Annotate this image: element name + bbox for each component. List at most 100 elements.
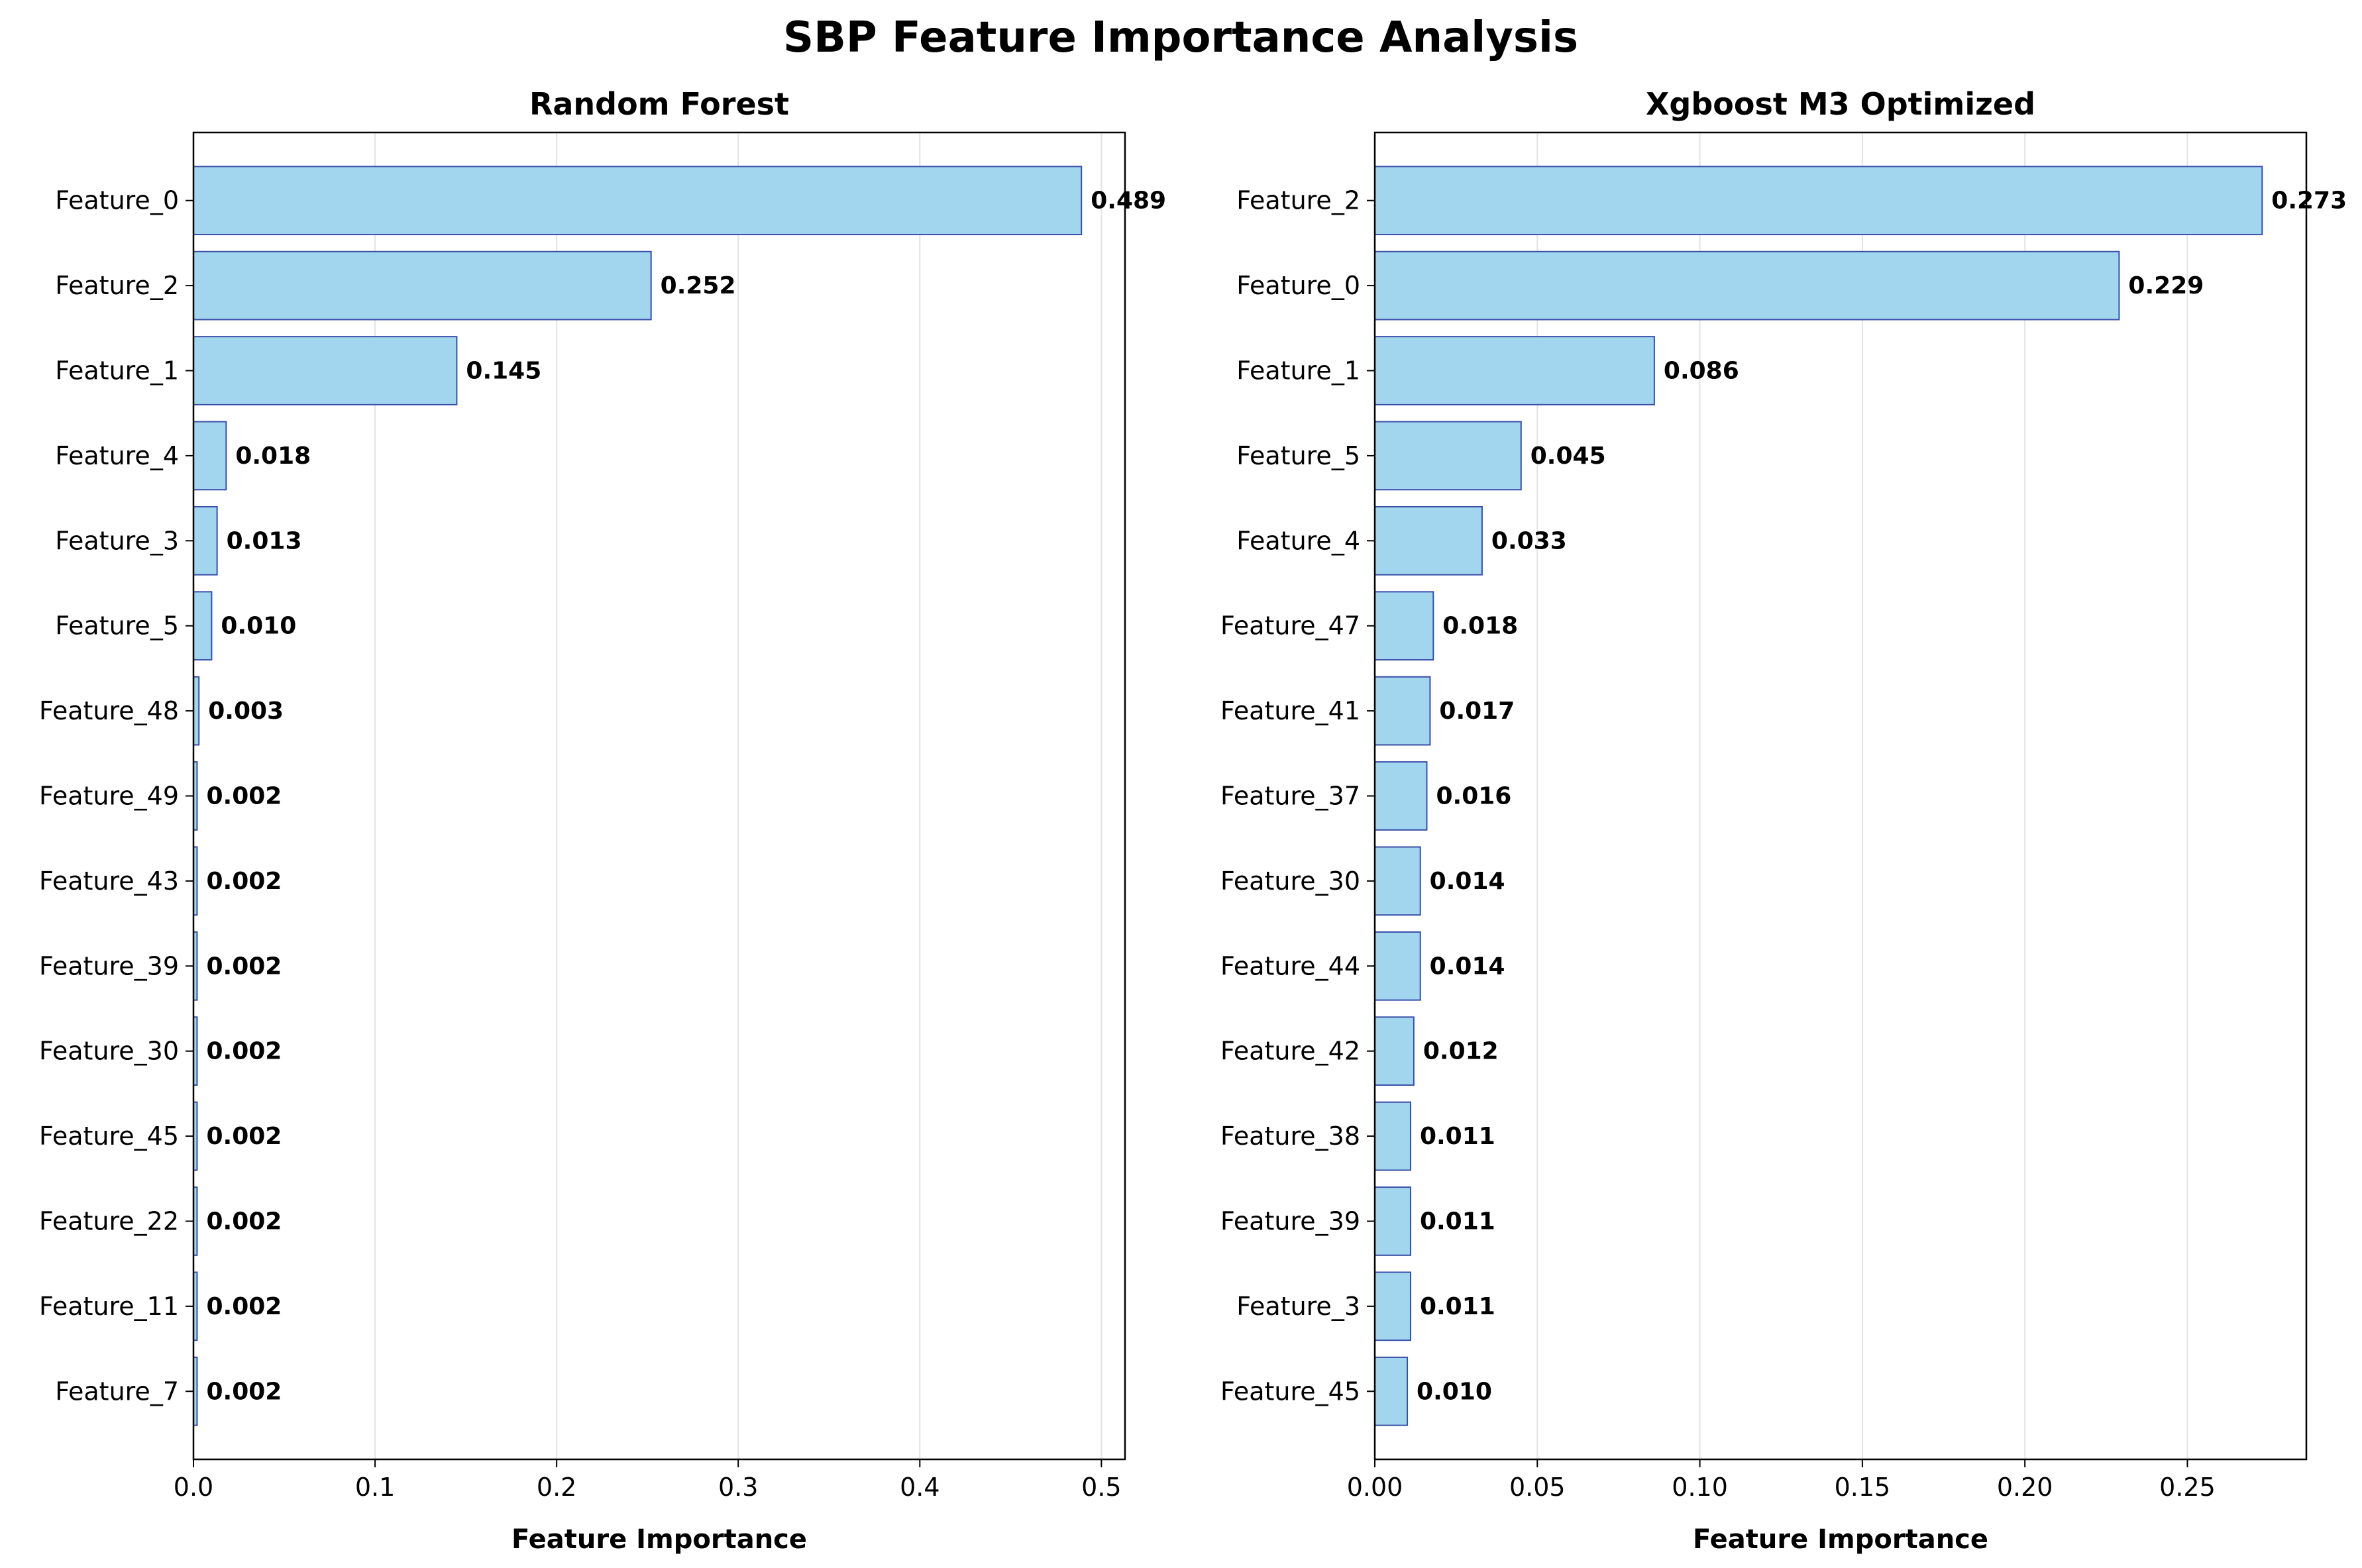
y-tick-label-feature-3: Feature_3 [1236,1292,1360,1321]
x-tick-label: 0.3 [718,1473,758,1502]
bar-feature-44 [1374,931,1421,1001]
value-label-feature-3: 0.013 [227,527,302,554]
value-label-feature-45: 0.010 [1417,1378,1492,1405]
y-tick-label-feature-39: Feature_39 [1220,1206,1360,1235]
y-tick-label-feature-49: Feature_49 [39,782,179,811]
y-tick-label-feature-1: Feature_1 [55,356,179,386]
value-label-feature-30: 0.002 [206,1038,282,1065]
axes-title: Xgboost M3 Optimized [1646,86,2035,122]
bar-feature-37 [1374,761,1428,831]
bar-feature-4 [193,421,227,491]
panel-xgboost-m3-optimized: 0.00 0.05 0.10 0.15 0.20 0.25 Feature_2 0.273 Fe… [1220,86,2347,1555]
value-label-feature-1: 0.086 [1664,358,1739,385]
value-label-feature-11: 0.002 [206,1293,282,1320]
y-tick-label-feature-45: Feature_45 [39,1122,179,1151]
bar-feature-1 [1374,336,1655,405]
bar-feature-3 [193,505,218,576]
bar-feature-1 [193,336,458,405]
bar-feature-45 [1374,1356,1409,1426]
y-tick-label-feature-5: Feature_5 [1236,441,1360,470]
value-label-feature-2: 0.273 [2271,187,2347,215]
x-tick-label: 0.00 [1347,1473,1403,1502]
value-label-feature-7: 0.002 [206,1378,282,1405]
y-tick-label-feature-38: Feature_38 [1220,1122,1360,1151]
bar-feature-0 [193,166,1083,236]
value-label-feature-42: 0.012 [1423,1038,1499,1065]
y-tick-label-feature-48: Feature_48 [39,696,179,725]
y-tick-label-feature-47: Feature_47 [1220,611,1360,641]
panel-random-forest: 0.0 0.1 0.2 0.3 0.4 0.5 Feature_0 0.489 Feature_… [39,86,1166,1555]
y-tick-label-feature-44: Feature_44 [1220,951,1360,980]
bar-feature-0 [1374,250,2120,321]
y-tick-label-feature-4: Feature_4 [55,441,179,470]
value-label-feature-4: 0.033 [1491,527,1567,554]
bar-feature-2 [1374,166,2263,236]
value-label-feature-0: 0.489 [1091,187,1166,215]
x-axis-label: Feature Importance [1693,1524,1988,1555]
x-tick-label: 0.25 [2159,1473,2216,1502]
y-tick-label-feature-1: Feature_1 [1236,356,1360,386]
y-tick-label-feature-41: Feature_41 [1220,696,1360,725]
y-tick-label-feature-3: Feature_3 [55,526,179,555]
value-label-feature-5: 0.010 [221,613,296,640]
value-label-feature-45: 0.002 [206,1123,282,1150]
bar-feature-47 [1374,591,1434,661]
bar-feature-39 [1374,1186,1411,1256]
y-tick-label-feature-30: Feature_30 [1220,866,1360,896]
y-tick-label-feature-43: Feature_43 [39,866,179,896]
axes-title: Random Forest [529,86,789,122]
y-tick-label-feature-5: Feature_5 [55,611,179,641]
value-label-feature-41: 0.017 [1439,698,1515,725]
value-label-feature-1: 0.145 [466,358,541,385]
value-label-feature-38: 0.011 [1420,1123,1495,1150]
bar-feature-38 [1374,1101,1411,1171]
y-tick-label-feature-0: Feature_0 [55,186,179,215]
bar-feature-30 [1374,846,1421,916]
value-label-feature-30: 0.014 [1430,868,1505,895]
y-tick-label-feature-30: Feature_30 [39,1037,179,1066]
bar-feature-42 [1374,1016,1415,1086]
y-tick-label-feature-4: Feature_4 [1236,526,1360,555]
x-tick-label: 0.0 [174,1473,213,1502]
y-tick-label-feature-2: Feature_2 [1236,186,1360,215]
axes-frame [192,131,1126,1461]
figure-title: SBP Feature Importance Analysis [783,13,1578,62]
x-tick-label: 0.20 [1997,1473,2053,1502]
value-label-feature-49: 0.002 [206,783,282,810]
value-label-feature-44: 0.014 [1430,953,1505,980]
bar-feature-41 [1374,676,1431,746]
x-tick-label: 0.5 [1081,1473,1121,1502]
value-label-feature-2: 0.252 [661,272,736,299]
bar-feature-3 [1374,1271,1411,1341]
y-tick-label-feature-22: Feature_22 [39,1206,179,1235]
value-label-feature-39: 0.002 [206,953,282,980]
value-label-feature-37: 0.016 [1436,783,1511,810]
value-label-feature-5: 0.045 [1530,443,1606,470]
y-tick-label-feature-39: Feature_39 [39,951,179,980]
x-tick-label: 0.2 [537,1473,576,1502]
bar-feature-2 [193,250,652,321]
y-tick-label-feature-7: Feature_7 [55,1377,179,1406]
value-label-feature-3: 0.011 [1420,1293,1495,1320]
x-tick-label: 0.15 [1835,1473,1891,1502]
x-tick-label: 0.05 [1509,1473,1566,1502]
y-tick-label-feature-2: Feature_2 [55,271,179,300]
bar-feature-5 [193,591,213,661]
y-tick-label-feature-37: Feature_37 [1220,782,1360,811]
y-tick-label-feature-0: Feature_0 [1236,271,1360,300]
bar-feature-4 [1374,505,1483,576]
value-label-feature-0: 0.229 [2128,272,2204,299]
value-label-feature-22: 0.002 [206,1208,282,1235]
y-tick-label-feature-11: Feature_11 [39,1292,179,1321]
value-label-feature-47: 0.018 [1442,613,1518,640]
x-tick-label: 0.10 [1672,1473,1728,1502]
bar-feature-5 [1374,421,1522,491]
x-tick-label: 0.1 [355,1473,395,1502]
value-label-feature-39: 0.011 [1420,1208,1495,1235]
x-tick-label: 0.4 [900,1473,939,1502]
value-label-feature-43: 0.002 [206,868,282,895]
y-tick-label-feature-42: Feature_42 [1220,1037,1360,1066]
value-label-feature-4: 0.018 [235,443,311,470]
axes-frame [1373,131,2308,1461]
